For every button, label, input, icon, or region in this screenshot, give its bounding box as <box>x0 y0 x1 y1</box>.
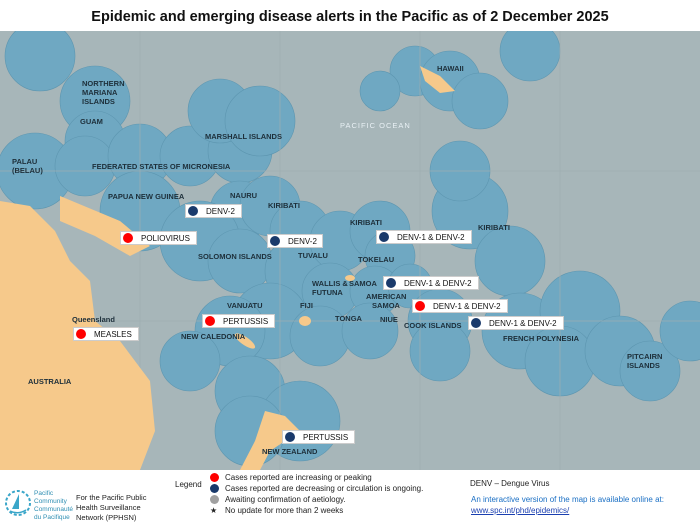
place-label: SAMOA <box>349 279 377 288</box>
place-label: NIUE <box>380 315 398 324</box>
place-label: NEW ZEALAND <box>262 447 318 456</box>
abbreviation-note: DENV – Dengue Virus <box>470 479 550 488</box>
place-label: PAPUA NEW GUINEA <box>108 192 185 201</box>
alert-label: MEASLES <box>94 329 132 339</box>
place-label: FIJI <box>300 301 313 310</box>
alert-marker[interactable]: PERTUSSIS <box>282 430 356 444</box>
place-label: HAWAII <box>437 64 464 73</box>
alert-marker[interactable]: MEASLES <box>73 327 139 341</box>
alert-label: DENV-2 <box>206 206 235 216</box>
place-label: TOKELAU <box>358 255 395 264</box>
alert-marker[interactable]: POLIOVIRUS <box>120 231 197 245</box>
alert-marker[interactable]: DENV-1 & DENV-2 <box>383 276 479 290</box>
star-icon: ★ <box>210 506 218 515</box>
place-label: KIRIBATI <box>350 218 382 227</box>
status-dot <box>205 316 215 326</box>
alert-marker[interactable]: DENV-1 & DENV-2 <box>468 316 564 330</box>
legend-item-awaiting: Awaiting confirmation of aetiology. <box>210 495 346 505</box>
pacific-map: HAWAII NORTHERN MARIANA ISLANDS GUAM PAC… <box>0 31 700 470</box>
alert-label: DENV-1 & DENV-2 <box>404 278 472 288</box>
epidemics-link[interactable]: www.spc.int/phd/epidemics/ <box>471 506 570 515</box>
place-label: KIRIBATI <box>478 223 510 232</box>
place-label: SOLOMON ISLANDS <box>198 252 272 261</box>
alert-marker[interactable]: DENV-2 <box>185 204 242 218</box>
gray-dot-icon <box>210 495 219 505</box>
place-label: AMERICAN SAMOA <box>366 292 407 310</box>
status-dot <box>386 278 396 288</box>
status-dot <box>285 432 295 442</box>
place-label: NORTHERN MARIANA ISLANDS <box>82 79 125 106</box>
map-title: Epidemic and emerging disease alerts in … <box>91 9 609 25</box>
place-label: PACIFIC OCEAN <box>340 121 411 130</box>
alert-label: POLIOVIRUS <box>141 233 190 243</box>
place-label: NAURU <box>230 191 258 200</box>
alert-label: DENV-1 & DENV-2 <box>489 318 557 328</box>
alert-marker[interactable]: PERTUSSIS <box>202 314 276 328</box>
status-dot <box>379 232 389 242</box>
spc-logo-icon <box>5 490 31 516</box>
place-label: TONGA <box>335 314 362 323</box>
status-dot <box>270 236 280 246</box>
alert-marker[interactable]: DENV-2 <box>267 234 323 248</box>
alert-label: DENV-2 <box>288 236 317 246</box>
legend-label: No update for more than 2 weeks <box>225 506 344 515</box>
alert-label: DENV-1 & DENV-2 <box>397 232 465 242</box>
place-label: KIRIBATI <box>268 201 300 210</box>
status-dot <box>471 318 481 328</box>
network-text: For the Pacific Public Health Surveillan… <box>76 493 147 522</box>
place-label: FEDERATED STATES OF MICRONESIA <box>92 162 231 171</box>
place-label: NEW CALEDONIA <box>181 332 246 341</box>
org-name-en: Pacific Community <box>34 490 67 505</box>
legend-item-decreasing: Cases reported are decreasing or circula… <box>210 484 423 494</box>
status-dot <box>415 301 425 311</box>
legend-label: Awaiting confirmation of aetiology. <box>225 495 346 504</box>
map-background <box>0 31 700 470</box>
alert-marker[interactable]: DENV-1 & DENV-2 <box>376 230 472 244</box>
alert-label: DENV-1 & DENV-2 <box>433 301 501 311</box>
navy-dot-icon <box>210 484 219 494</box>
place-label: TUVALU <box>298 251 328 260</box>
alert-label: PERTUSSIS <box>223 316 269 326</box>
place-label: FRENCH POLYNESIA <box>503 334 579 343</box>
place-label: PITCAIRN ISLANDS <box>627 352 663 370</box>
place-label: Queensland <box>72 315 115 324</box>
status-dot <box>188 206 198 216</box>
footer: Pacific Community Communauté du Pacifiqu… <box>0 470 700 525</box>
place-label: MARSHALL ISLANDS <box>205 132 282 141</box>
place-label: COOK ISLANDS <box>404 321 462 330</box>
legend-label: Cases reported are decreasing or circula… <box>225 484 424 493</box>
legend-item-increasing: Cases reported are increasing or peaking <box>210 473 372 483</box>
online-note: An interactive version of the map is ava… <box>471 495 664 504</box>
status-dot <box>123 233 133 243</box>
place-label: AUSTRALIA <box>28 377 72 386</box>
place-label: PALAU (BELAU) <box>12 157 43 175</box>
alert-marker[interactable]: DENV-1 & DENV-2 <box>412 299 508 313</box>
alert-label: PERTUSSIS <box>303 432 349 442</box>
status-dot <box>76 329 86 339</box>
legend-item-no-update: ★ No update for more than 2 weeks <box>210 506 343 516</box>
red-dot-icon <box>210 473 219 483</box>
place-label: WALLIS & FUTUNA <box>312 279 348 297</box>
org-name-fr: Communauté du Pacifique <box>34 506 74 521</box>
place-label: GUAM <box>80 117 103 126</box>
place-label: VANUATU <box>227 301 263 310</box>
legend-title: Legend <box>175 480 202 489</box>
legend-label: Cases reported are increasing or peaking <box>225 473 372 482</box>
